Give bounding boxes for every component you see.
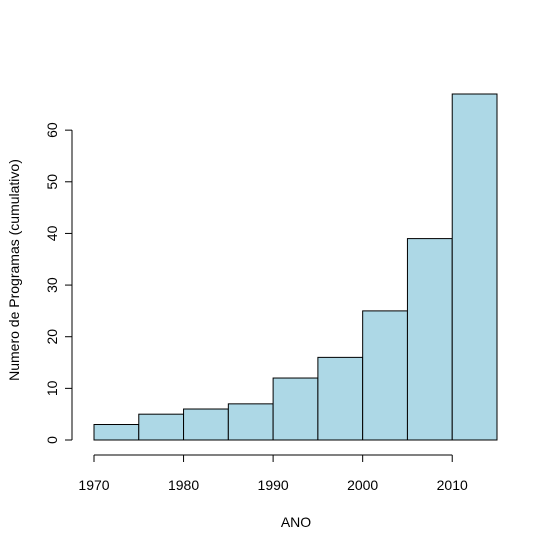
y-tick-label: 20 bbox=[44, 329, 60, 345]
y-tick-label: 30 bbox=[44, 277, 60, 293]
y-tick-label: 40 bbox=[44, 225, 60, 241]
y-axis-label: Numero de Programas (cumulativo) bbox=[6, 159, 22, 381]
bar bbox=[406, 238, 453, 441]
bar bbox=[93, 424, 140, 441]
bar bbox=[138, 413, 185, 441]
bar bbox=[317, 356, 364, 441]
x-axis-label: ANO bbox=[281, 514, 311, 530]
y-tick-label: 0 bbox=[44, 436, 60, 444]
x-tick-label: 1990 bbox=[258, 477, 289, 493]
bar bbox=[183, 408, 229, 441]
x-tick-label: 1980 bbox=[168, 477, 199, 493]
y-tick-label: 10 bbox=[44, 380, 60, 396]
bar bbox=[451, 93, 498, 441]
bar bbox=[362, 310, 408, 441]
x-tick-label: 2000 bbox=[347, 477, 378, 493]
bar bbox=[272, 377, 319, 441]
y-tick-label: 60 bbox=[44, 122, 60, 138]
y-tick-label: 50 bbox=[44, 174, 60, 190]
bar bbox=[227, 403, 274, 441]
x-tick-label: 2010 bbox=[437, 477, 468, 493]
x-tick-label: 1970 bbox=[78, 477, 109, 493]
